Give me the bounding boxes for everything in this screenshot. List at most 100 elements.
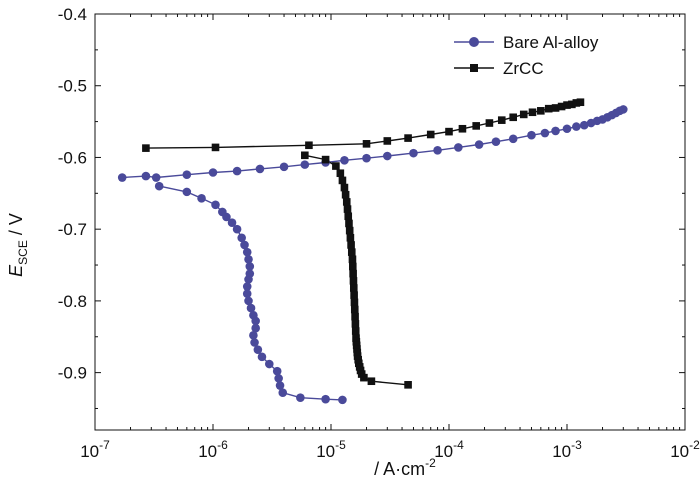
point-0-cathodic-22 xyxy=(249,331,258,340)
point-0-cathodic-15 xyxy=(242,282,252,291)
legend: Bare Al-alloy ZrCC xyxy=(454,33,599,78)
point-0-cathodic-10 xyxy=(242,247,252,257)
point-1-cathodic-21 xyxy=(350,298,359,307)
plot-lines xyxy=(122,101,624,401)
legend-marker-bare xyxy=(469,37,479,47)
point-0-cathodic-18 xyxy=(246,303,256,313)
point-1-anodic-8 xyxy=(458,124,467,133)
point-1-cathodic-16 xyxy=(348,262,357,271)
point-0-cathodic-14 xyxy=(244,275,253,284)
point-0-anodic-17 xyxy=(491,137,501,146)
point-0-cathodic-2 xyxy=(197,194,206,203)
point-0-cathodic-7 xyxy=(232,224,242,234)
point-1-anodic-9 xyxy=(472,122,480,130)
point-1-anodic-2 xyxy=(305,141,313,150)
point-0-anodic-5 xyxy=(232,166,242,176)
x-axis-label-main: / A·cm xyxy=(374,459,425,479)
point-1-cathodic-20 xyxy=(350,291,358,299)
point-1-anodic-15 xyxy=(537,107,545,115)
y-tick-label-3: -0.7 xyxy=(58,220,87,239)
point-0-anodic-7 xyxy=(279,162,289,172)
point-0-cathodic-27 xyxy=(272,366,282,376)
point-1-cathodic-25 xyxy=(351,327,360,335)
point-1-cathodic-24 xyxy=(351,320,360,328)
point-1-anodic-11 xyxy=(497,116,506,124)
point-0-cathodic-1 xyxy=(182,187,192,197)
x-tick-label-5: 10-2 xyxy=(670,438,700,461)
legend-marker-zrcc xyxy=(470,64,478,72)
y-tick-label-5: -0.9 xyxy=(58,364,87,383)
point-0-anodic-8 xyxy=(300,160,310,169)
point-1-cathodic-1 xyxy=(321,155,330,164)
point-0-cathodic-28 xyxy=(274,374,283,383)
point-0-cathodic-11 xyxy=(244,254,253,264)
point-0-anodic-20 xyxy=(540,128,550,138)
point-1-anodic-13 xyxy=(519,110,528,119)
point-0-anodic-4 xyxy=(208,168,218,177)
point-0-cathodic-26 xyxy=(265,359,274,369)
y-axis-label-symbol: E xyxy=(6,264,26,277)
point-0-cathodic-3 xyxy=(211,200,220,210)
point-1-cathodic-3 xyxy=(336,169,345,178)
point-1-cathodic-37 xyxy=(360,373,368,382)
x-axis-label-sup: -2 xyxy=(425,456,436,470)
point-1-anodic-6 xyxy=(426,130,435,139)
x-axis-label: / A·cm-2 xyxy=(374,456,436,479)
point-0-anodic-23 xyxy=(572,122,581,131)
x-tick-label-3: 10-4 xyxy=(434,438,464,461)
point-1-anodic-21 xyxy=(572,99,581,107)
point-1-anodic-7 xyxy=(445,127,453,136)
point-1-cathodic-15 xyxy=(348,255,357,264)
y-tick-label-0: -0.4 xyxy=(58,5,87,24)
axis-ticks xyxy=(94,13,686,430)
point-0-cathodic-30 xyxy=(278,388,288,398)
point-0-cathodic-17 xyxy=(244,296,253,306)
point-0-cathodic-5 xyxy=(222,212,231,222)
point-1-cathodic-19 xyxy=(349,284,358,292)
point-0-anodic-10 xyxy=(340,156,349,165)
point-1-anodic-18 xyxy=(557,102,566,111)
point-1-cathodic-12 xyxy=(346,233,355,242)
point-1-anodic-19 xyxy=(563,101,571,109)
point-1-cathodic-9 xyxy=(344,212,353,221)
point-0-anodic-12 xyxy=(383,151,392,161)
y-axis-label-rest: / V xyxy=(6,213,26,240)
point-0-anodic-6 xyxy=(255,164,265,174)
x-tick-label-4: 10-3 xyxy=(552,438,582,461)
y-tick-label-4: -0.8 xyxy=(58,292,87,311)
point-0-cathodic-32 xyxy=(321,394,330,404)
point-0-anodic-3 xyxy=(182,170,192,179)
point-1-anodic-20 xyxy=(568,100,576,109)
point-0-cathodic-9 xyxy=(240,240,249,250)
point-0-anodic-16 xyxy=(474,140,484,149)
point-1-anodic-16 xyxy=(544,104,553,113)
point-1-anodic-14 xyxy=(528,108,537,117)
point-1-anodic-22 xyxy=(576,98,585,107)
point-0-anodic-19 xyxy=(527,130,536,140)
point-0-cathodic-23 xyxy=(250,338,259,347)
point-0-anodic-24 xyxy=(579,120,589,130)
y-axis-label: ESCE / V xyxy=(6,213,30,277)
point-1-cathodic-39 xyxy=(404,381,412,389)
point-0-anodic-22 xyxy=(562,124,572,134)
point-0-cathodic-6 xyxy=(227,218,237,228)
point-1-cathodic-11 xyxy=(345,226,354,235)
point-0-anodic-14 xyxy=(433,145,442,155)
legend-label-zrcc: ZrCC xyxy=(503,59,544,78)
point-0-anodic-13 xyxy=(409,148,418,158)
point-1-anodic-1 xyxy=(211,143,220,152)
y-tick-label-2: -0.6 xyxy=(58,148,87,167)
point-0-cathodic-21 xyxy=(251,323,260,333)
point-1-cathodic-23 xyxy=(351,312,359,321)
point-1-cathodic-4 xyxy=(338,176,347,185)
x-tick-label-1: 10-6 xyxy=(198,438,228,461)
point-1-cathodic-6 xyxy=(341,190,350,199)
point-0-anodic-21 xyxy=(551,126,560,136)
point-1-cathodic-18 xyxy=(349,277,358,285)
point-1-cathodic-22 xyxy=(350,305,359,314)
point-0-anodic-18 xyxy=(508,134,518,144)
point-0-anodic-32 xyxy=(619,105,628,114)
point-1-anodic-5 xyxy=(404,134,412,142)
point-0-cathodic-20 xyxy=(251,316,260,326)
